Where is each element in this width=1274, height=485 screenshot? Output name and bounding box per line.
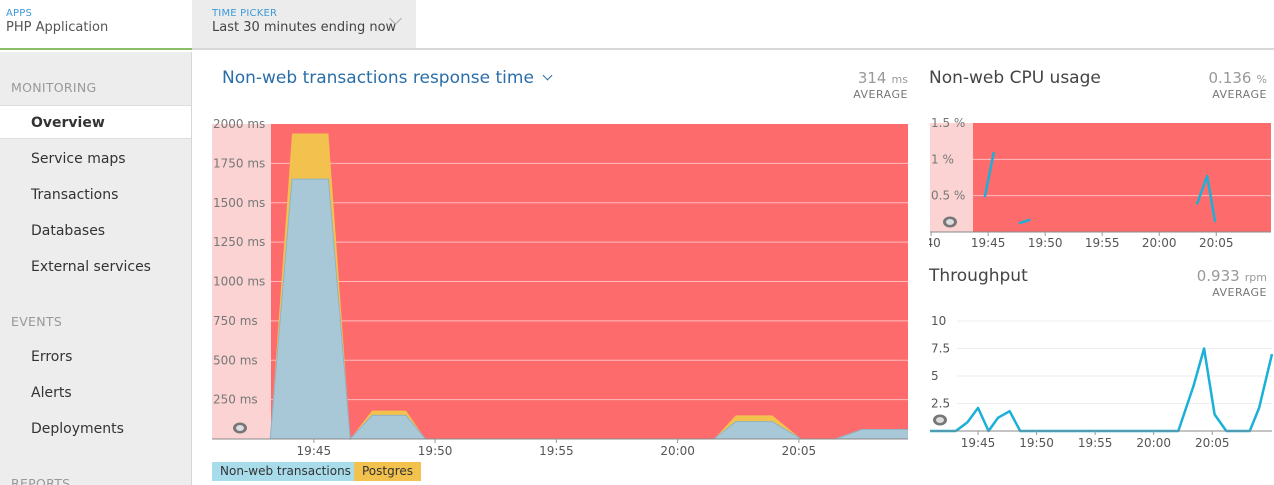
sidebar-item-alerts[interactable]: Alerts — [31, 385, 72, 401]
y-tick-label: 1 % — [931, 152, 954, 166]
alert-faded-band — [930, 123, 973, 232]
series-cpu-line — [1018, 218, 1031, 225]
stat-label: AVERAGE — [853, 88, 908, 101]
x-tick-label: 20:05 — [1195, 436, 1230, 450]
cpu-usage-chart[interactable]: 0.5 % 1 % 1.5 % :40 19:45 19:50 19:55 20:00 20:0… — [929, 112, 1274, 252]
time-picker-value: Last 30 minutes ending now — [212, 20, 397, 35]
throughput-chart[interactable]: 2.5 5 7.5 10 19:45 19:50 19:55 20:00 20:05 — [929, 308, 1274, 453]
x-tick-label: 20:05 — [782, 444, 817, 458]
apps-selector[interactable]: APPS PHP Application — [0, 0, 192, 50]
sidebar-item-external-services[interactable]: External services — [31, 259, 151, 275]
sidebar-item-service-maps[interactable]: Service maps — [31, 151, 126, 167]
top-bar: APPS PHP Application TIME PICKER Last 30… — [0, 0, 1274, 50]
response-time-title[interactable]: Non-web transactions response time — [222, 68, 553, 88]
y-tick-label: 7.5 — [931, 342, 950, 356]
x-tick-label: 19:45 — [961, 436, 996, 450]
x-tick-label: 19:55 — [1078, 436, 1113, 450]
stat-unit: % — [1256, 73, 1267, 86]
cpu-usage-title: Non-web CPU usage — [929, 68, 1101, 88]
x-tick-label: 20:00 — [1136, 436, 1171, 450]
alert-faded-band — [212, 124, 271, 439]
stat-value: 0.933 — [1196, 267, 1240, 285]
y-tick-label: 500 ms — [213, 353, 258, 367]
stat-value: 314 — [857, 69, 887, 87]
x-tick-label: 19:45 — [971, 236, 1006, 250]
y-tick-label: 1000 ms — [213, 275, 265, 289]
stat-value: 0.136 — [1208, 69, 1252, 87]
sidebar-item-databases[interactable]: Databases — [31, 223, 106, 239]
time-picker-label: TIME PICKER — [212, 8, 278, 19]
y-tick-label: 1500 ms — [213, 196, 265, 210]
y-tick-label: 1750 ms — [213, 156, 265, 170]
y-tick-label: 0.5 % — [931, 189, 965, 203]
stat-label: AVERAGE — [1212, 88, 1267, 101]
throughput-average: 0.933 rpm AVERAGE — [1197, 266, 1267, 299]
chevron-down-icon — [542, 70, 553, 81]
sidebar-item-deployments[interactable]: Deployments — [31, 421, 124, 437]
y-tick-label: 1250 ms — [213, 235, 265, 249]
y-tick-label: 250 ms — [213, 393, 258, 407]
app-name: PHP Application — [6, 20, 109, 35]
chart-zoom-handle-inner — [936, 417, 944, 423]
legend-postgres[interactable]: Postgres — [354, 462, 422, 481]
section-label-reports: REPORTS — [11, 476, 71, 485]
chart-zoom-handle-inner — [236, 425, 244, 431]
stat-unit: ms — [891, 73, 908, 86]
cpu-usage-average: 0.136 % AVERAGE — [1209, 68, 1268, 101]
time-picker[interactable]: TIME PICKER Last 30 minutes ending now — [192, 0, 416, 48]
section-label-monitoring: MONITORING — [11, 80, 97, 95]
section-label-events: EVENTS — [11, 314, 63, 329]
series-nonweb-area — [212, 179, 908, 439]
x-tick-label: 19:55 — [539, 444, 574, 458]
chart-zoom-handle-inner — [946, 219, 954, 225]
sidebar-item-overview[interactable]: Overview — [0, 105, 191, 139]
y-tick-label: 10 — [931, 314, 946, 328]
y-tick-label: 2000 ms — [213, 117, 265, 131]
response-time-title-text: Non-web transactions response time — [222, 68, 534, 88]
x-tick-label: 19:50 — [1028, 236, 1063, 250]
sidebar-item-transactions[interactable]: Transactions — [31, 187, 119, 203]
throughput-title: Throughput — [929, 266, 1028, 286]
apps-label: APPS — [6, 8, 33, 19]
legend-nonweb-transactions[interactable]: Non-web transactions — [212, 462, 359, 481]
x-tick-label: 20:05 — [1199, 236, 1234, 250]
y-tick-label: 2.5 — [931, 397, 950, 411]
x-tick-label: 19:45 — [297, 444, 332, 458]
x-tick-label: 20:00 — [1142, 236, 1177, 250]
series-cpu-line — [1195, 174, 1217, 223]
x-tick-label: :40 — [929, 236, 941, 250]
x-tick-label: 20:00 — [660, 444, 695, 458]
stat-unit: rpm — [1244, 271, 1267, 284]
x-tick-label: 19:50 — [418, 444, 453, 458]
y-tick-label: 750 ms — [213, 314, 258, 328]
y-tick-label: 5 — [931, 369, 939, 383]
x-tick-label: 19:50 — [1019, 436, 1054, 450]
alert-band — [973, 123, 1271, 232]
response-time-average: 314 ms AVERAGE — [853, 68, 908, 101]
sidebar-item-errors[interactable]: Errors — [31, 349, 73, 365]
response-time-chart[interactable]: 250 ms 500 ms 750 ms 1000 ms 1250 ms 1500 ms 1… — [210, 112, 910, 460]
stat-label: AVERAGE — [1212, 286, 1267, 299]
y-tick-label: 1.5 % — [931, 116, 965, 130]
sidebar: MONITORING Overview Service maps Transac… — [0, 52, 192, 485]
series-cpu-line — [983, 151, 996, 198]
series-throughput-line — [930, 347, 1274, 433]
x-tick-label: 19:55 — [1085, 236, 1120, 250]
